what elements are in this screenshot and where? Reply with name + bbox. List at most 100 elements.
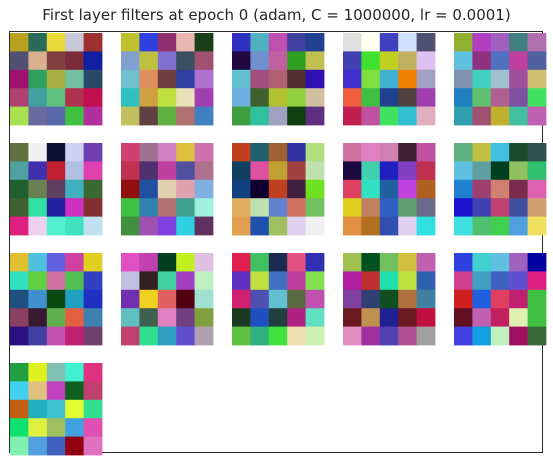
filter-5-cell-0-1 <box>472 33 492 52</box>
filter-7-cell-3-0 <box>121 198 140 217</box>
filter-9-cell-3-4 <box>416 198 436 217</box>
filter-10-cell-0-4 <box>527 143 547 162</box>
filter-13-cell-1-1 <box>250 271 270 291</box>
filter-12-cell-3-4 <box>194 308 214 327</box>
filter-4-cell-0-3 <box>398 33 417 52</box>
filter-2-cell-4-1 <box>139 106 159 126</box>
filter-11-cell-1-4 <box>83 271 103 291</box>
filter-9-cell-2-0 <box>343 179 362 199</box>
filter-7-cell-2-3 <box>176 179 195 199</box>
filter-9-cell-1-4 <box>416 161 436 181</box>
filter-13-cell-2-0 <box>232 289 251 309</box>
filter-3-cell-3-1 <box>250 88 270 107</box>
filter-11-cell-4-3 <box>65 326 84 346</box>
filter-9-cell-0-2 <box>379 143 399 162</box>
filter-5-cell-1-3 <box>509 51 528 71</box>
filter-14-cell-3-2 <box>379 308 399 327</box>
filter-4-cell-0-2 <box>379 33 399 52</box>
filter-11-cell-3-0 <box>10 308 29 327</box>
filter-7-cell-0-4 <box>194 143 214 162</box>
filter-3-cell-4-0 <box>232 106 251 126</box>
filter-5-cell-2-1 <box>472 69 492 89</box>
filter-3-cell-3-0 <box>232 88 251 107</box>
filter-5-cell-3-0 <box>454 88 473 107</box>
filter-11-cell-4-0 <box>10 326 29 346</box>
filter-8-cell-0-2 <box>268 143 288 162</box>
filter-14-cell-1-1 <box>361 271 381 291</box>
filter-4-cell-3-3 <box>398 88 417 107</box>
filter-4-cell-4-2 <box>379 106 399 126</box>
filter-10-cell-0-0 <box>454 143 473 162</box>
filter-9-cell-4-1 <box>361 216 381 236</box>
filter-10-cell-4-2 <box>490 216 510 236</box>
filter-5-cell-1-0 <box>454 51 473 71</box>
filter-12-cell-4-3 <box>176 326 195 346</box>
filter-7-cell-4-0 <box>121 216 140 236</box>
filter-15-cell-2-1 <box>472 289 492 309</box>
filter-6-cell-3-2 <box>46 198 66 217</box>
filter-8-cell-0-4 <box>305 143 325 162</box>
filter-1-cell-0-1 <box>28 33 48 52</box>
filter-8-cell-3-0 <box>232 198 251 217</box>
filter-9-cell-2-4 <box>416 179 436 199</box>
filter-2-cell-1-0 <box>121 51 140 71</box>
filter-12-cell-0-4 <box>194 253 214 272</box>
filter-4-cell-4-4 <box>416 106 436 126</box>
filter-15-cell-0-1 <box>472 253 492 272</box>
filter-7-cell-4-1 <box>139 216 159 236</box>
filter-2-cell-2-2 <box>157 69 177 89</box>
filter-12-cell-2-2 <box>157 289 177 309</box>
filter-12-cell-3-3 <box>176 308 195 327</box>
filter-16-cell-1-1 <box>28 381 48 401</box>
filter-4-cell-0-1 <box>361 33 381 52</box>
filter-12-cell-4-0 <box>121 326 140 346</box>
filter-6-cell-2-4 <box>83 179 103 199</box>
filter-13-cell-0-1 <box>250 253 270 272</box>
filter-3-cell-2-0 <box>232 69 251 89</box>
filter-10-cell-2-4 <box>527 179 547 199</box>
filter-13-cell-0-3 <box>287 253 306 272</box>
filter-2-cell-4-3 <box>176 106 195 126</box>
filter-3-cell-0-2 <box>268 33 288 52</box>
filter-13-cell-2-1 <box>250 289 270 309</box>
filter-11-cell-2-4 <box>83 289 103 309</box>
filter-16-cell-0-1 <box>28 363 48 382</box>
chart-title: First layer filters at epoch 0 (adam, C … <box>42 6 511 24</box>
filter-7-cell-1-2 <box>157 161 177 181</box>
filter-7-cell-2-2 <box>157 179 177 199</box>
filter-4-cell-2-3 <box>398 69 417 89</box>
filter-8-cell-1-4 <box>305 161 325 181</box>
filter-14-cell-2-1 <box>361 289 381 309</box>
filter-11-cell-2-1 <box>28 289 48 309</box>
filter-6-cell-4-4 <box>83 216 103 236</box>
filter-1-cell-2-0 <box>10 69 29 89</box>
filter-2-cell-3-3 <box>176 88 195 107</box>
filter-16 <box>10 363 103 456</box>
filter-14-cell-0-3 <box>398 253 417 272</box>
filter-3-cell-0-1 <box>250 33 270 52</box>
filter-5-cell-3-3 <box>509 88 528 107</box>
filter-9-cell-3-3 <box>398 198 417 217</box>
filter-13-cell-1-3 <box>287 271 306 291</box>
filter-1-cell-3-2 <box>46 88 66 107</box>
filter-10-cell-2-0 <box>454 179 473 199</box>
filter-2-cell-0-0 <box>121 33 140 52</box>
filter-1-cell-0-2 <box>46 33 66 52</box>
filter-13-cell-1-0 <box>232 271 251 291</box>
filter-9-cell-3-0 <box>343 198 362 217</box>
filter-7-cell-2-0 <box>121 179 140 199</box>
filter-10-cell-3-3 <box>509 198 528 217</box>
filter-11-cell-4-1 <box>28 326 48 346</box>
filter-13-cell-4-3 <box>287 326 306 346</box>
filter-5-cell-0-4 <box>527 33 547 52</box>
filter-7-cell-3-4 <box>194 198 214 217</box>
filter-6-cell-2-2 <box>46 179 66 199</box>
filter-15-cell-2-2 <box>490 289 510 309</box>
filter-7-cell-1-3 <box>176 161 195 181</box>
filter-16-cell-4-2 <box>46 436 66 456</box>
filter-14-cell-2-2 <box>379 289 399 309</box>
filter-14-cell-3-0 <box>343 308 362 327</box>
filter-3-cell-2-3 <box>287 69 306 89</box>
filter-4-cell-4-3 <box>398 106 417 126</box>
